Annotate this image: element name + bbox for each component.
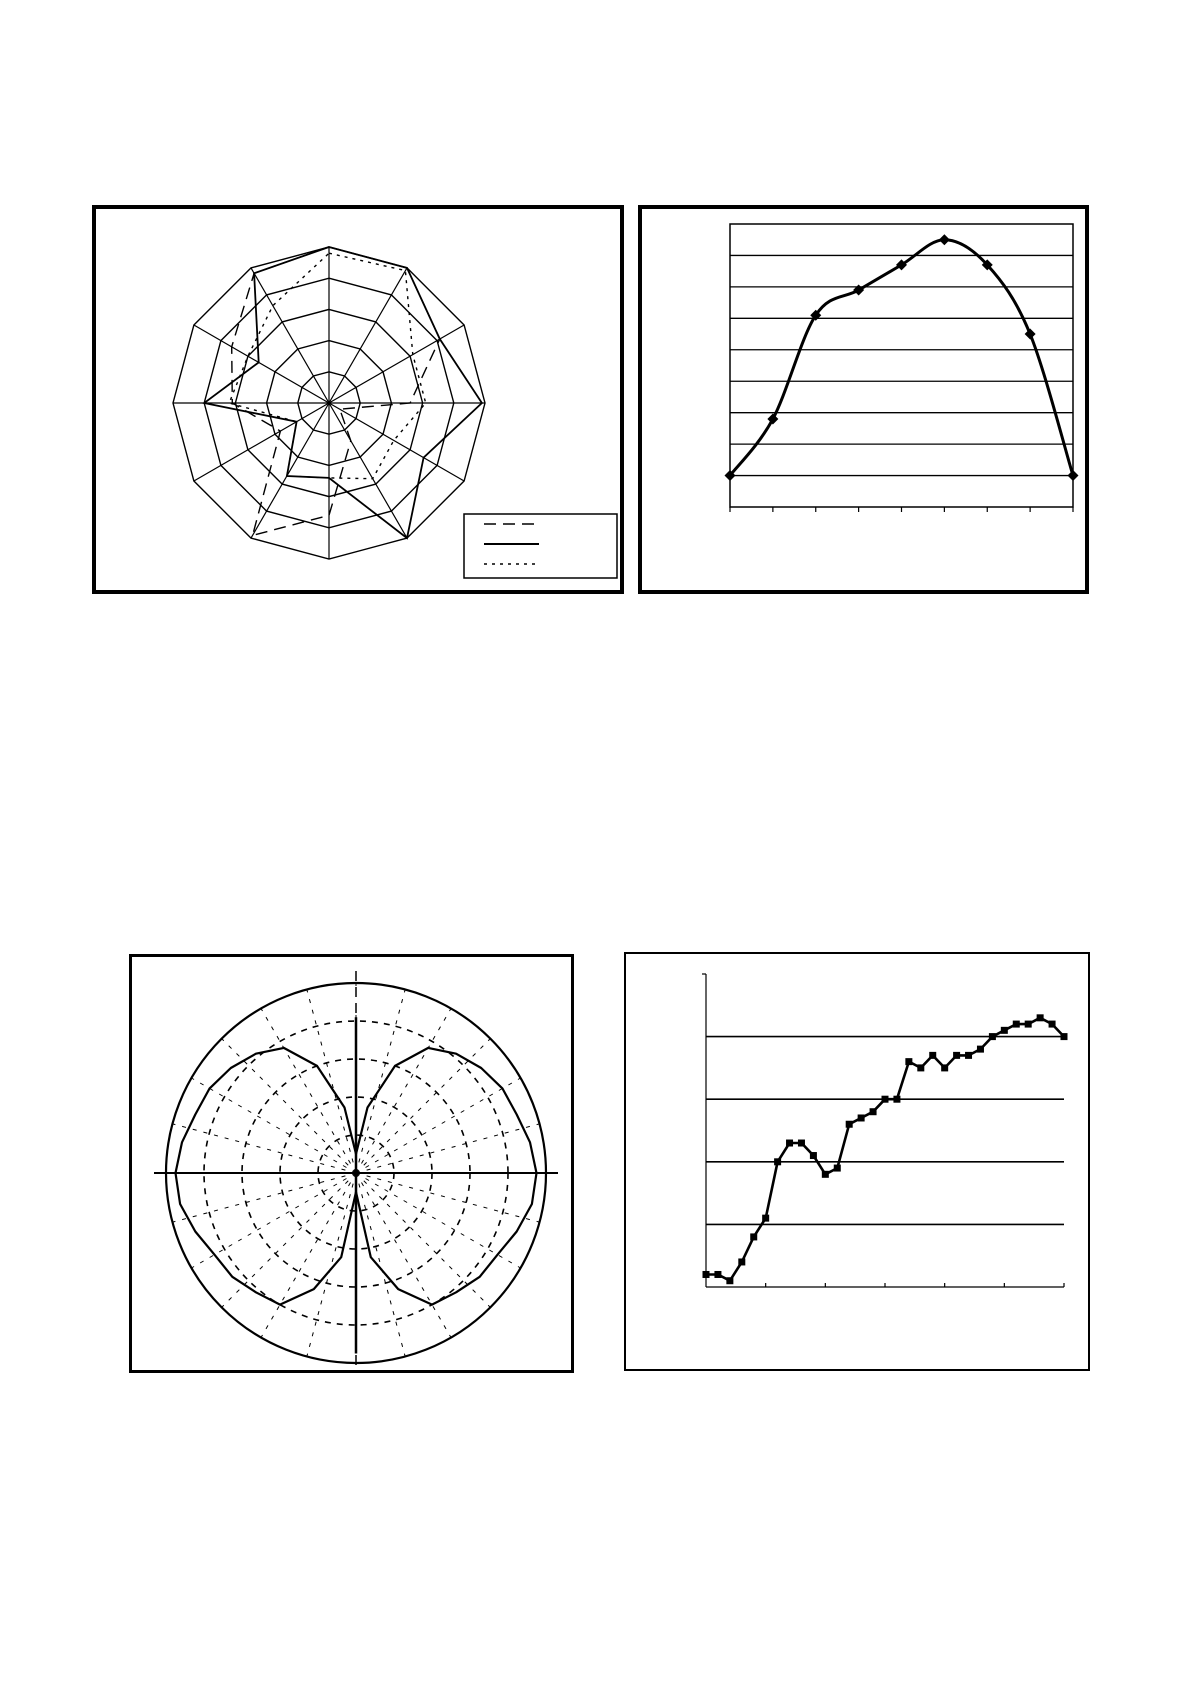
- polar-spoke-23: [306, 989, 357, 1174]
- data-point-25: [1000, 1026, 1008, 1034]
- data-point-26: [1012, 1020, 1020, 1028]
- step-line-chart: [702, 973, 1068, 1288]
- data-point-17: [905, 1058, 913, 1066]
- radar-series-solid: [202, 246, 484, 540]
- polar-spoke-8: [355, 1172, 521, 1269]
- polar-spoke-17: [172, 1172, 357, 1223]
- data-point-13: [857, 1114, 865, 1122]
- data-point-27: [1024, 1020, 1032, 1028]
- radar-spoke-4: [328, 402, 465, 482]
- data-point-20: [941, 1064, 949, 1072]
- data-point-22: [965, 1051, 973, 1059]
- data-point-12: [845, 1120, 853, 1128]
- polar-spoke-5: [355, 1123, 540, 1174]
- polar-spoke-13: [306, 1172, 357, 1357]
- data-point-11: [833, 1164, 841, 1172]
- radar-spoke-7: [250, 402, 330, 539]
- polar-spoke-3: [355, 1038, 491, 1174]
- data-point-6: [981, 259, 993, 271]
- radar-spoke-11: [250, 267, 330, 404]
- data-point-5: [762, 1214, 770, 1222]
- polar-spoke-1: [355, 989, 406, 1174]
- data-point-4: [750, 1233, 758, 1241]
- data-point-8: [1067, 470, 1079, 482]
- radar-spoke-2: [328, 324, 465, 404]
- radar-chart: [172, 246, 618, 579]
- data-point-4: [896, 259, 907, 271]
- radar-spoke-8: [193, 402, 330, 482]
- data-point-21: [953, 1051, 961, 1059]
- data-point-8: [797, 1139, 805, 1147]
- polar-spoke-20: [191, 1077, 357, 1174]
- data-point-7: [1024, 328, 1036, 340]
- data-point-19: [929, 1051, 937, 1059]
- polar-spoke-21: [221, 1038, 357, 1174]
- data-point-5: [938, 234, 950, 246]
- line-chart: [724, 223, 1079, 512]
- data-point-3: [738, 1258, 746, 1266]
- polar-spoke-11: [355, 1172, 406, 1357]
- step-line-chart-panel: [624, 952, 1090, 1371]
- series-line: [728, 238, 1075, 477]
- data-point-7: [786, 1139, 794, 1147]
- data-point-29: [1048, 1020, 1056, 1028]
- data-point-23: [976, 1045, 984, 1053]
- polar-chart: [154, 971, 558, 1370]
- polar-spoke-19: [172, 1123, 357, 1174]
- data-point-24: [988, 1033, 996, 1041]
- polar-spoke-22: [260, 1008, 357, 1174]
- data-point-6: [774, 1158, 782, 1166]
- radar-chart-panel: [92, 205, 624, 594]
- polar-spoke-7: [355, 1172, 540, 1223]
- data-point-1: [767, 413, 779, 425]
- data-point-15: [881, 1095, 889, 1103]
- data-point-0: [702, 1270, 710, 1278]
- data-point-9: [809, 1152, 817, 1160]
- data-point-30: [1060, 1033, 1068, 1041]
- polar-chart-panel: [129, 954, 574, 1373]
- radar-spoke-1: [328, 267, 408, 404]
- data-point-2: [726, 1277, 734, 1285]
- data-point-3: [853, 284, 865, 296]
- line-chart-panel: [638, 205, 1089, 594]
- polar-spoke-9: [355, 1172, 491, 1308]
- polar-spoke-2: [355, 1008, 452, 1174]
- data-point-16: [893, 1095, 901, 1103]
- data-point-18: [917, 1064, 925, 1072]
- data-point-10: [821, 1170, 829, 1178]
- polar-spoke-15: [221, 1172, 357, 1308]
- radar-series-dotted: [228, 252, 427, 480]
- series-line: [706, 1016, 1065, 1283]
- radar-spoke-5: [328, 402, 408, 539]
- data-point-28: [1036, 1014, 1044, 1022]
- data-point-0: [724, 470, 736, 482]
- radar-spoke-10: [193, 324, 330, 404]
- data-point-14: [869, 1108, 877, 1116]
- polar-spoke-16: [191, 1172, 357, 1269]
- data-point-1: [714, 1270, 722, 1278]
- polar-spoke-4: [355, 1077, 521, 1174]
- data-point-2: [810, 309, 822, 321]
